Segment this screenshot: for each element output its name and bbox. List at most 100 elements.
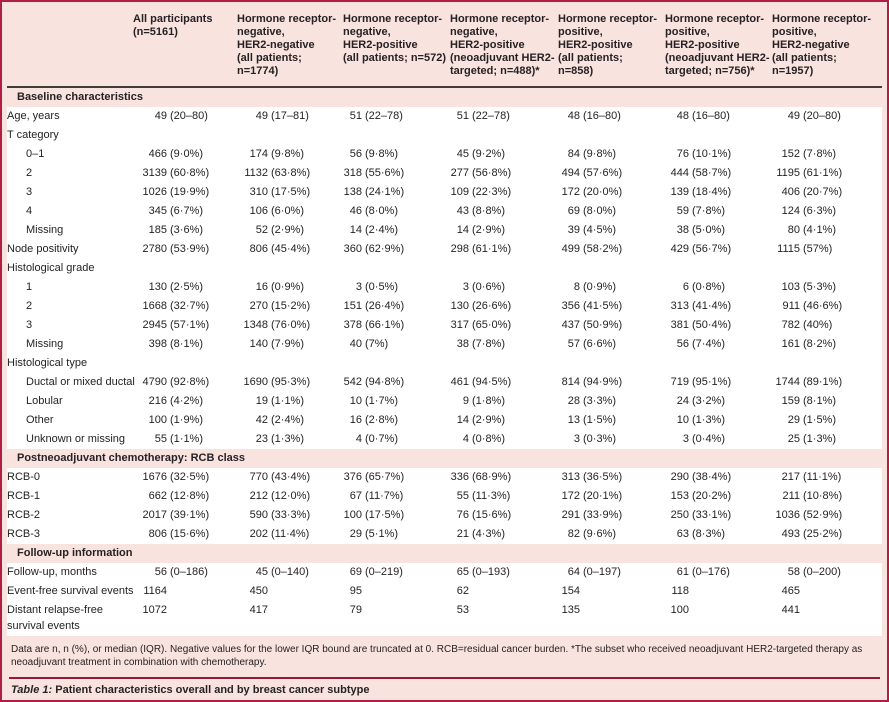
table-cell: 153 (20·2%) [665, 487, 772, 506]
table-cell: 67 (11·7%) [343, 487, 450, 506]
table-cell: 1690 (95·3%) [237, 373, 343, 392]
table-cell: 45 (0–140) [237, 563, 343, 582]
table-row: Event-free survival events 1164 450 95 62 154… [7, 582, 882, 601]
table-row: T category [7, 126, 882, 145]
table-row: RCB-1 662 (12·8%) 212 (12·0%) 67 (11·7%) 55 (11·… [7, 487, 882, 506]
table-cell: 24 (3·2%) [665, 392, 772, 411]
table-cell: 52 (2·9%) [237, 221, 343, 240]
table-cell: 28 (3·3%) [558, 392, 665, 411]
table-cell: 39 (4·5%) [558, 221, 665, 240]
table-cell: 62 [450, 582, 558, 601]
table-cell: 130 (26·6%) [450, 297, 558, 316]
table-cell: 76 (15·6%) [450, 506, 558, 525]
table-cell: 45 (9·2%) [450, 145, 558, 164]
corner-cell [7, 2, 125, 88]
table-cell: 56 (0–186) [125, 563, 237, 582]
table-cell: 10 (1·3%) [665, 411, 772, 430]
section-header: Postneoadjuvant chemotherapy: RCB class [17, 452, 246, 464]
table-cell: 172 (20·1%) [558, 487, 665, 506]
table-caption-number: Table 1: [11, 684, 53, 696]
table-cell [237, 259, 343, 278]
table-cell: 172 (20·0%) [558, 183, 665, 202]
table-row: Unknown or missing 55 (1·1%) 23 (1·3%) 4 (0·7%… [7, 430, 882, 449]
table-cell: 437 (50·9%) [558, 316, 665, 335]
row-label: 2 [7, 297, 125, 316]
table-cell: 55 (11·3%) [450, 487, 558, 506]
table-cell: 1115 (57%) [772, 240, 882, 259]
table-cell [125, 354, 237, 373]
table-cell: 719 (95·1%) [665, 373, 772, 392]
table-cell: 64 (0–197) [558, 563, 665, 582]
section-header: Follow-up information [17, 547, 133, 559]
table-cell: 139 (18·4%) [665, 183, 772, 202]
table-cell: 29 (1·5%) [772, 411, 882, 430]
table-cell [450, 259, 558, 278]
table-cell: 185 (3·6%) [125, 221, 237, 240]
table-cell [772, 354, 882, 373]
table-cell: 466 (9·0%) [125, 145, 237, 164]
table-cell: 356 (41·5%) [558, 297, 665, 316]
table-cell: 806 (15·6%) [125, 525, 237, 544]
table-cell: 80 (4·1%) [772, 221, 882, 240]
table-cell: 106 (6·0%) [237, 202, 343, 221]
table-cell: 770 (43·4%) [237, 468, 343, 487]
table-cell [237, 354, 343, 373]
table-cell: 441 [772, 601, 882, 636]
table-cell: 51 (22–78) [343, 107, 450, 126]
row-label: RCB-3 [7, 525, 125, 544]
table-row: Lobular 216 (4·2%) 19 (1·1%) 10 (1·7%) 9 (1·8%) 2… [7, 392, 882, 411]
table-cell [450, 354, 558, 373]
table-cell: 4 (0·8%) [450, 430, 558, 449]
row-label: 4 [7, 202, 125, 221]
row-label: 3 [7, 316, 125, 335]
table-cell: 63 (8·3%) [665, 525, 772, 544]
row-label: T category [7, 126, 125, 145]
table-cell: 1132 (63·8%) [237, 164, 343, 183]
table-cell: 398 (8·1%) [125, 335, 237, 354]
table-cell: 118 [665, 582, 772, 601]
table-cell: 429 (56·7%) [665, 240, 772, 259]
table-row: Missing 398 (8·1%) 140 (7·9%) 40 (7%) 38 (7·8%) 5… [7, 335, 882, 354]
table-cell: 450 [237, 582, 343, 601]
table-cell: 100 (1·9%) [125, 411, 237, 430]
table-cell: 130 (2·5%) [125, 278, 237, 297]
table-cell: 217 (11·1%) [772, 468, 882, 487]
table-cell: 360 (62·9%) [343, 240, 450, 259]
table-cell: 138 (24·1%) [343, 183, 450, 202]
table-row: 3 2945 (57·1%) 1348 (76·0%) 378 (66·1%) 317 (65·… [7, 316, 882, 335]
table-cell: 29 (5·1%) [343, 525, 450, 544]
table-cell: 406 (20·7%) [772, 183, 882, 202]
table-cell [558, 259, 665, 278]
row-label: 1 [7, 278, 125, 297]
table-cell: 444 (58·7%) [665, 164, 772, 183]
table-cell: 9 (1·8%) [450, 392, 558, 411]
row-label: RCB-1 [7, 487, 125, 506]
table-cell: 4 (0·7%) [343, 430, 450, 449]
row-label: Histological grade [7, 259, 125, 278]
table-cell: 461 (94·5%) [450, 373, 558, 392]
table-cell: 82 (9·6%) [558, 525, 665, 544]
table-row: 3 1026 (19·9%) 310 (17·5%) 138 (24·1%) 109 (22·3… [7, 183, 882, 202]
table-cell: 14 (2·4%) [343, 221, 450, 240]
row-label: 2 [7, 164, 125, 183]
table-cell [665, 354, 772, 373]
table-cell: 76 (10·1%) [665, 145, 772, 164]
column-header: Hormone receptor-negative, HER2-negative(… [237, 2, 343, 88]
table-cell: 100 (17·5%) [343, 506, 450, 525]
table-cell: 174 (9·8%) [237, 145, 343, 164]
table-cell: 378 (66·1%) [343, 316, 450, 335]
table-caption: Table 1: Patient characteristics overall… [11, 684, 880, 697]
table-cell: 46 (8·0%) [343, 202, 450, 221]
table-cell: 211 (10·8%) [772, 487, 882, 506]
row-label: Other [7, 411, 125, 430]
table-cell: 376 (65·7%) [343, 468, 450, 487]
table-cell: 590 (33·3%) [237, 506, 343, 525]
table-cell: 4790 (92·8%) [125, 373, 237, 392]
table-cell [665, 259, 772, 278]
table-row: RCB-0 1676 (32·5%) 770 (43·4%) 376 (65·7%) 336(… [7, 468, 882, 487]
section-header-row: Baseline characteristics [7, 87, 882, 107]
table-cell: 6 (0·8%) [665, 278, 772, 297]
table-cell: 51 (22–78) [450, 107, 558, 126]
table-cell: 56 (7·4%) [665, 335, 772, 354]
table-cell [450, 126, 558, 145]
